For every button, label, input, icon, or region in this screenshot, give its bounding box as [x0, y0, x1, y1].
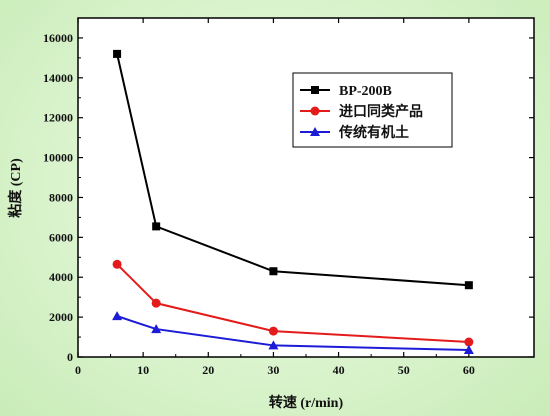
series-line-1	[116, 53, 469, 287]
data-point-1	[113, 49, 122, 58]
y-tick-label: 14000	[43, 71, 73, 85]
x-tick-label: 20	[202, 363, 214, 377]
data-point-3	[268, 340, 279, 350]
y-axis: 0 2000 4000 6000 8000 10000 12000 14000 16000	[43, 31, 534, 364]
y-tick-label: 10000	[43, 151, 73, 165]
x-tick-label: 40	[333, 363, 345, 377]
data-point-2	[151, 298, 161, 308]
y-tick-label: 16000	[43, 31, 73, 45]
x-tick-label: 30	[267, 363, 279, 377]
data-point-2	[464, 337, 474, 347]
y-tick-label: 12000	[43, 111, 73, 125]
data-point-1	[269, 267, 278, 276]
data-point-3	[463, 345, 474, 355]
x-tick-label: 0	[75, 363, 81, 377]
x-tick-label: 10	[137, 363, 149, 377]
legend-marker-2	[310, 106, 320, 116]
legend-label-3: 传统有机土	[338, 124, 409, 141]
data-point-1	[464, 281, 473, 290]
data-point-1	[152, 222, 161, 231]
x-tick-label: 60	[463, 363, 475, 377]
series-line-2	[116, 263, 469, 344]
x-axis-title: 转速 (r/min)	[269, 394, 344, 411]
data-point-3	[151, 324, 162, 334]
y-tick-label: 4000	[49, 270, 73, 284]
data-point-2	[112, 259, 122, 269]
legend-marker-3	[310, 127, 320, 136]
y-tick-label: 2000	[49, 310, 73, 324]
data-point-2	[268, 326, 278, 336]
legend-label-1: BP-200B	[339, 84, 392, 99]
x-tick-label: 50	[398, 363, 410, 377]
series-line-3	[116, 315, 469, 352]
y-tick-label: 0	[67, 350, 73, 364]
series-layer	[112, 49, 474, 355]
data-point-3	[112, 311, 123, 321]
legend-marker-1	[311, 86, 319, 94]
y-tick-label: 8000	[49, 190, 73, 204]
legend-label-2: 进口同类产品	[339, 103, 423, 120]
y-axis-title: 粘度 (CP)	[7, 158, 24, 218]
y-tick-label: 6000	[49, 230, 73, 244]
x-axis: 0 10 20 30 40 50 60	[75, 18, 475, 377]
